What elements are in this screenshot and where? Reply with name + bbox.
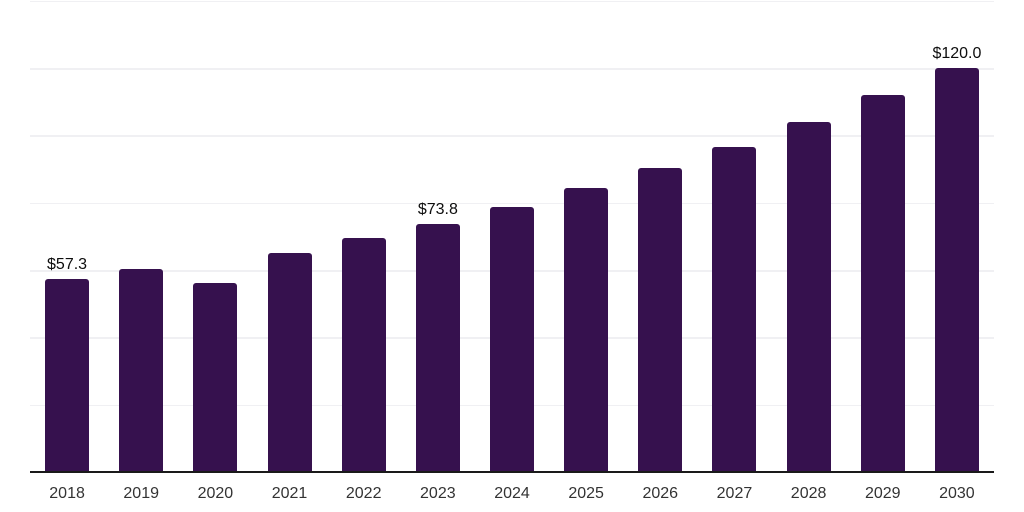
bar-2029[interactable] <box>860 95 905 472</box>
gridline-80 <box>30 202 994 205</box>
gridline-100 <box>30 135 994 137</box>
x-tick-2024: 2024 <box>494 485 530 502</box>
bar-2019[interactable] <box>119 268 164 472</box>
x-tick-2020: 2020 <box>197 485 234 502</box>
bar-2025[interactable] <box>564 187 609 472</box>
x-tick-2028: 2028 <box>790 485 827 502</box>
bar-2026[interactable] <box>638 168 683 472</box>
x-tick-2025: 2025 <box>568 485 604 502</box>
x-tick-2018: 2018 <box>49 485 85 502</box>
value-label-2023: $73.8 <box>417 200 458 218</box>
bar-2021[interactable] <box>267 252 312 472</box>
bar-2028[interactable] <box>786 122 831 472</box>
bar-2024[interactable] <box>490 206 534 472</box>
x-tick-2030: 2030 <box>939 485 975 502</box>
value-label-2018: $57.3 <box>47 256 88 274</box>
bar-2018[interactable] <box>45 279 90 472</box>
x-tick-2027: 2027 <box>716 485 753 502</box>
bar-2020[interactable] <box>193 282 238 472</box>
x-tick-2021: 2021 <box>271 485 308 502</box>
gridline-140 <box>30 0 994 3</box>
x-tick-2026: 2026 <box>642 485 679 502</box>
bar-2030[interactable] <box>934 68 979 472</box>
x-tick-2029: 2029 <box>864 485 901 502</box>
bar-2022[interactable] <box>341 238 386 472</box>
value-label-2030: $120.0 <box>932 45 982 62</box>
bar-2023[interactable] <box>415 223 460 472</box>
gridline-120 <box>30 68 994 70</box>
x-axis-line <box>30 471 994 473</box>
bar-2027[interactable] <box>712 146 757 472</box>
x-tick-2023: 2023 <box>420 485 456 502</box>
x-tick-2022: 2022 <box>345 485 382 502</box>
x-tick-2019: 2019 <box>123 485 159 502</box>
